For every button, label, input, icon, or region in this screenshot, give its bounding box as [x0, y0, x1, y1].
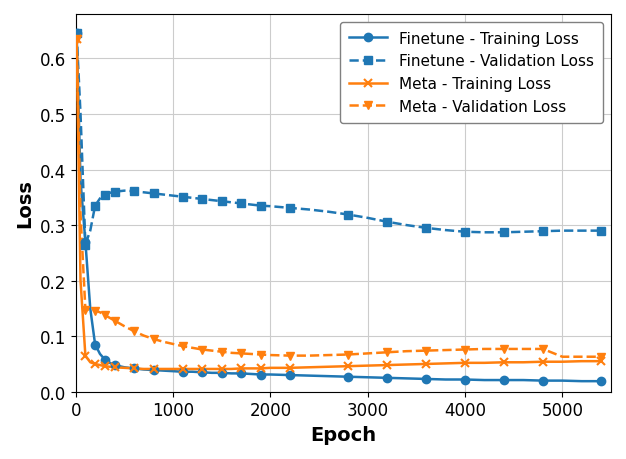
Finetune - Training Loss	[198, 369, 206, 375]
Finetune - Validation Loss	[150, 191, 157, 197]
Meta - Training Loss	[344, 364, 352, 369]
Meta - Validation Loss	[257, 352, 264, 358]
Meta - Validation Loss	[198, 347, 206, 353]
Finetune - Training Loss	[423, 376, 430, 382]
Finetune - Validation Loss	[344, 213, 352, 218]
Meta - Training Loss	[423, 361, 430, 367]
Meta - Validation Loss	[81, 307, 89, 313]
Line: Meta - Validation Loss: Meta - Validation Loss	[73, 36, 605, 361]
Meta - Training Loss	[111, 365, 118, 370]
X-axis label: Epoch: Epoch	[310, 425, 376, 444]
Finetune - Validation Loss	[101, 192, 108, 198]
Meta - Training Loss	[597, 358, 605, 364]
Meta - Training Loss	[130, 366, 138, 371]
Finetune - Training Loss	[286, 373, 294, 378]
Meta - Training Loss	[461, 360, 469, 366]
Meta - Training Loss	[539, 359, 546, 365]
Finetune - Training Loss	[130, 366, 138, 371]
Finetune - Training Loss	[597, 379, 605, 384]
Finetune - Training Loss	[81, 240, 89, 245]
Finetune - Validation Loss	[198, 197, 206, 202]
Finetune - Training Loss	[257, 372, 264, 377]
Finetune - Validation Loss	[237, 201, 245, 207]
Finetune - Training Loss	[101, 357, 108, 363]
Finetune - Validation Loss	[130, 189, 138, 195]
Meta - Training Loss	[500, 360, 508, 365]
Meta - Validation Loss	[179, 344, 187, 349]
Finetune - Validation Loss	[597, 229, 605, 234]
Meta - Validation Loss	[383, 350, 391, 355]
Finetune - Training Loss	[461, 377, 469, 382]
Meta - Validation Loss	[461, 347, 469, 353]
Finetune - Validation Loss	[423, 226, 430, 231]
Meta - Validation Loss	[91, 308, 99, 313]
Meta - Validation Loss	[237, 351, 245, 356]
Meta - Validation Loss	[150, 336, 157, 342]
Finetune - Validation Loss	[91, 203, 99, 209]
Meta - Validation Loss	[73, 37, 80, 43]
Meta - Training Loss	[218, 366, 225, 372]
Finetune - Training Loss	[179, 369, 187, 375]
Meta - Training Loss	[198, 366, 206, 372]
Finetune - Training Loss	[500, 377, 508, 383]
Finetune - Validation Loss	[286, 206, 294, 211]
Meta - Training Loss	[73, 37, 80, 43]
Finetune - Validation Loss	[111, 190, 118, 195]
Y-axis label: Loss: Loss	[15, 179, 34, 228]
Meta - Validation Loss	[101, 313, 108, 318]
Meta - Validation Loss	[344, 352, 352, 358]
Meta - Training Loss	[237, 366, 245, 371]
Meta - Validation Loss	[286, 353, 294, 358]
Line: Finetune - Validation Loss: Finetune - Validation Loss	[73, 30, 605, 249]
Finetune - Validation Loss	[539, 229, 546, 235]
Finetune - Validation Loss	[461, 230, 469, 235]
Finetune - Training Loss	[73, 32, 80, 37]
Legend: Finetune - Training Loss, Finetune - Validation Loss, Meta - Training Loss, Meta: Finetune - Training Loss, Finetune - Val…	[340, 22, 603, 123]
Meta - Validation Loss	[130, 329, 138, 334]
Finetune - Training Loss	[91, 342, 99, 347]
Finetune - Validation Loss	[257, 203, 264, 209]
Finetune - Validation Loss	[500, 230, 508, 235]
Finetune - Training Loss	[111, 363, 118, 368]
Meta - Training Loss	[150, 366, 157, 372]
Meta - Training Loss	[286, 365, 294, 371]
Line: Finetune - Training Loss: Finetune - Training Loss	[73, 30, 605, 386]
Finetune - Training Loss	[383, 375, 391, 381]
Meta - Training Loss	[383, 363, 391, 368]
Meta - Validation Loss	[597, 354, 605, 360]
Finetune - Validation Loss	[179, 195, 187, 200]
Meta - Training Loss	[91, 361, 99, 367]
Meta - Training Loss	[101, 364, 108, 369]
Meta - Validation Loss	[111, 318, 118, 324]
Finetune - Validation Loss	[383, 219, 391, 225]
Finetune - Validation Loss	[81, 242, 89, 248]
Line: Meta - Training Loss: Meta - Training Loss	[73, 36, 605, 373]
Finetune - Validation Loss	[218, 199, 225, 205]
Meta - Validation Loss	[500, 347, 508, 352]
Meta - Validation Loss	[218, 349, 225, 355]
Meta - Validation Loss	[423, 348, 430, 353]
Meta - Training Loss	[81, 353, 89, 358]
Finetune - Training Loss	[150, 368, 157, 373]
Meta - Validation Loss	[539, 347, 546, 352]
Finetune - Validation Loss	[73, 32, 80, 37]
Finetune - Training Loss	[218, 370, 225, 376]
Finetune - Training Loss	[344, 374, 352, 380]
Finetune - Training Loss	[539, 378, 546, 384]
Meta - Training Loss	[257, 366, 264, 371]
Finetune - Training Loss	[237, 371, 245, 376]
Meta - Training Loss	[179, 366, 187, 372]
